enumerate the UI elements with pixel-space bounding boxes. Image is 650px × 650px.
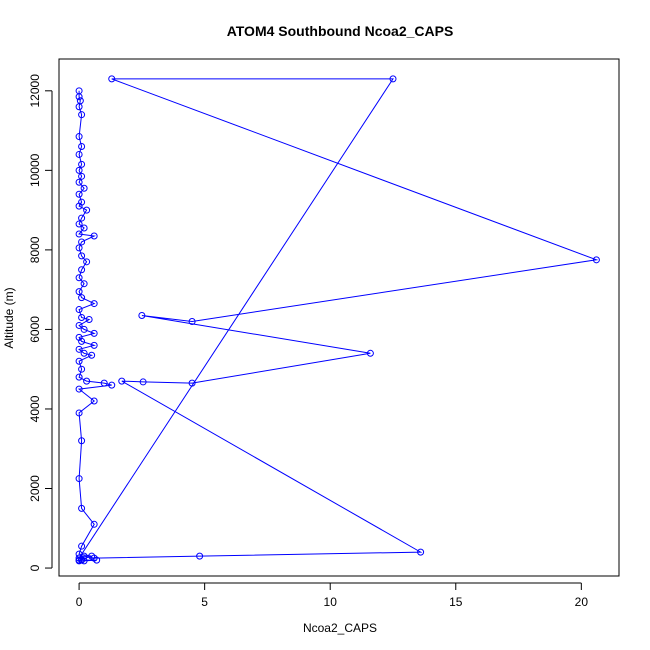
y-tick-label: 12000	[28, 74, 42, 108]
data-point	[75, 321, 83, 329]
data-point	[389, 75, 397, 83]
y-axis: 0 2000 4000 6000 8000 10000 12000	[28, 74, 53, 571]
y-tick-label: 6000	[28, 316, 42, 343]
data-point	[80, 224, 88, 232]
data-point	[118, 377, 126, 385]
data-point	[75, 274, 83, 282]
data-point	[78, 214, 86, 222]
data-point	[80, 184, 88, 192]
data-point	[75, 133, 83, 141]
data-point	[90, 341, 98, 349]
data-point	[75, 557, 83, 565]
data-point	[75, 230, 83, 238]
data-point	[75, 103, 83, 111]
data-point	[75, 166, 83, 174]
data-point	[78, 266, 86, 274]
data-point	[78, 252, 86, 260]
data-point	[108, 381, 116, 389]
data-point	[78, 337, 86, 345]
series-layer	[75, 75, 600, 565]
data-point	[78, 542, 86, 550]
data-point	[90, 232, 98, 240]
data-point	[75, 409, 83, 417]
data-point	[75, 345, 83, 353]
data-point	[75, 373, 83, 381]
data-point	[78, 294, 86, 302]
x-axis-label: Ncoa2_CAPS	[303, 621, 377, 635]
data-point	[75, 475, 83, 483]
data-point	[90, 554, 98, 562]
data-point	[417, 548, 425, 556]
data-point	[90, 329, 98, 337]
data-point	[75, 306, 83, 314]
data-point	[75, 93, 83, 101]
data-point	[80, 349, 88, 357]
data-point	[100, 379, 108, 387]
data-point	[138, 312, 146, 320]
data-point	[78, 437, 86, 445]
data-point	[139, 378, 147, 386]
data-point	[80, 325, 88, 333]
x-tick-label: 10	[324, 595, 338, 609]
data-point	[188, 317, 196, 325]
x-tick-label: 20	[575, 595, 589, 609]
data-point	[83, 377, 91, 385]
data-point	[85, 315, 93, 323]
data-point	[90, 520, 98, 528]
data-point	[90, 300, 98, 308]
data-point	[78, 142, 86, 150]
data-point	[196, 552, 204, 560]
data-point	[78, 111, 86, 119]
data-point	[88, 351, 96, 359]
data-point	[78, 365, 86, 373]
y-axis-label: Altitude (m)	[2, 287, 16, 348]
x-tick-label: 5	[201, 595, 208, 609]
data-point	[83, 206, 91, 214]
data-point	[75, 385, 83, 393]
x-tick-label: 0	[76, 595, 83, 609]
data-point	[75, 244, 83, 252]
data-point	[78, 160, 86, 168]
data-point	[78, 238, 86, 246]
data-point	[75, 150, 83, 158]
data-point	[75, 288, 83, 296]
chart-title: ATOM4 Southbound Ncoa2_CAPS	[227, 23, 454, 39]
data-point	[75, 357, 83, 365]
data-point	[75, 202, 83, 210]
data-point	[108, 75, 116, 83]
series-line	[77, 78, 599, 562]
data-point	[83, 258, 91, 266]
x-tick-label: 15	[449, 595, 463, 609]
data-point	[188, 379, 196, 387]
data-point	[366, 349, 374, 357]
y-tick-label: 0	[28, 564, 42, 571]
plot-frame	[58, 58, 620, 577]
data-point	[75, 220, 83, 228]
y-tick-label: 10000	[28, 153, 42, 187]
data-point	[80, 280, 88, 288]
data-point	[78, 504, 86, 512]
x-axis: 0 5 10 15 20	[76, 582, 589, 609]
data-point	[90, 397, 98, 405]
data-point	[75, 178, 83, 186]
data-point	[78, 172, 86, 180]
y-tick-label: 8000	[28, 236, 42, 263]
y-tick-label: 4000	[28, 395, 42, 422]
data-point	[75, 190, 83, 198]
data-point	[592, 256, 600, 264]
y-tick-label: 2000	[28, 475, 42, 502]
data-point	[78, 314, 86, 321]
